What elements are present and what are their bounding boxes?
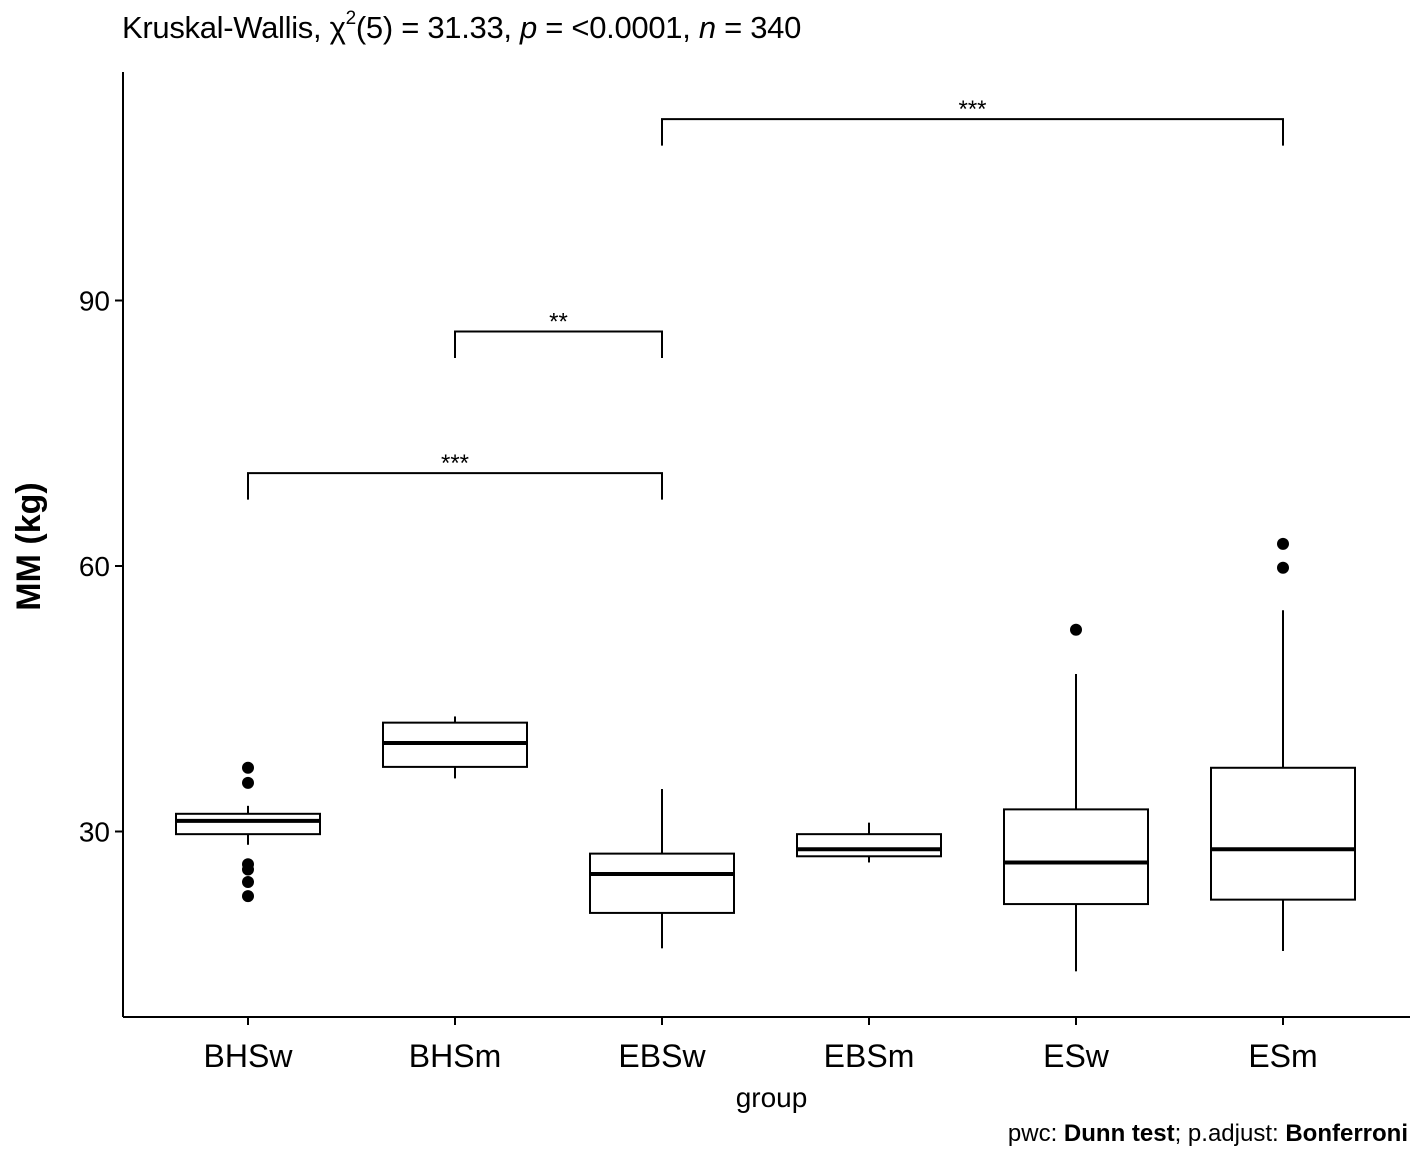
y-tick-label: 30 — [79, 817, 110, 848]
x-tick-label: ESw — [1043, 1038, 1110, 1074]
significance-label: ** — [549, 308, 568, 335]
x-tick-label: BHSw — [204, 1038, 294, 1074]
x-tick-label: EBSm — [824, 1038, 915, 1074]
significance-bracket — [247, 472, 663, 500]
outlier-point — [242, 776, 254, 789]
chart-title: Kruskal-Wallis, χ2(5) = 31.33, p = <0.00… — [122, 8, 802, 46]
caption-pwc-value: Dunn test — [1063, 1120, 1175, 1147]
x-tick-label: BHSm — [409, 1038, 501, 1074]
y-axis-title: MM (kg) — [10, 482, 48, 610]
outlier-point — [1277, 537, 1289, 550]
box — [796, 833, 942, 858]
n-symbol: n — [698, 10, 716, 45]
outlier-point — [1277, 561, 1289, 574]
title-p-value: = <0.0001, — [536, 10, 699, 45]
significance-bracket — [661, 118, 1284, 146]
p-symbol: p — [520, 10, 537, 45]
caption-adjust-value: Bonferroni — [1285, 1120, 1408, 1147]
outlier-point — [242, 875, 254, 888]
y-tick-label: 90 — [79, 286, 110, 317]
significance-bracket — [454, 330, 663, 359]
significance-label: *** — [958, 96, 986, 123]
caption-pwc-label: pwc: — [1007, 1120, 1064, 1147]
box — [589, 852, 735, 914]
outlier-point — [242, 863, 254, 876]
chi-superscript: 2 — [345, 8, 357, 29]
box — [175, 812, 321, 836]
outlier-point — [1070, 623, 1082, 636]
significance-label: *** — [441, 450, 469, 477]
x-tick-label: ESm — [1248, 1038, 1317, 1074]
y-tick-label: 60 — [79, 551, 110, 582]
caption: pwc: Dunn test; p.adjust: Bonferroni — [1008, 1120, 1408, 1148]
outlier-point — [242, 890, 254, 903]
x-tick-label: EBSw — [618, 1038, 706, 1074]
box — [1210, 766, 1356, 901]
title-prefix: Kruskal-Wallis, — [122, 10, 330, 45]
title-n-value: = 340 — [715, 10, 802, 45]
x-axis-title: group — [736, 1082, 808, 1113]
title-df: (5) = 31.33, — [355, 10, 521, 45]
box — [1003, 808, 1149, 906]
outlier-point — [242, 761, 254, 774]
caption-sep: ; p.adjust: — [1174, 1120, 1286, 1147]
chi-symbol: χ — [329, 10, 346, 45]
